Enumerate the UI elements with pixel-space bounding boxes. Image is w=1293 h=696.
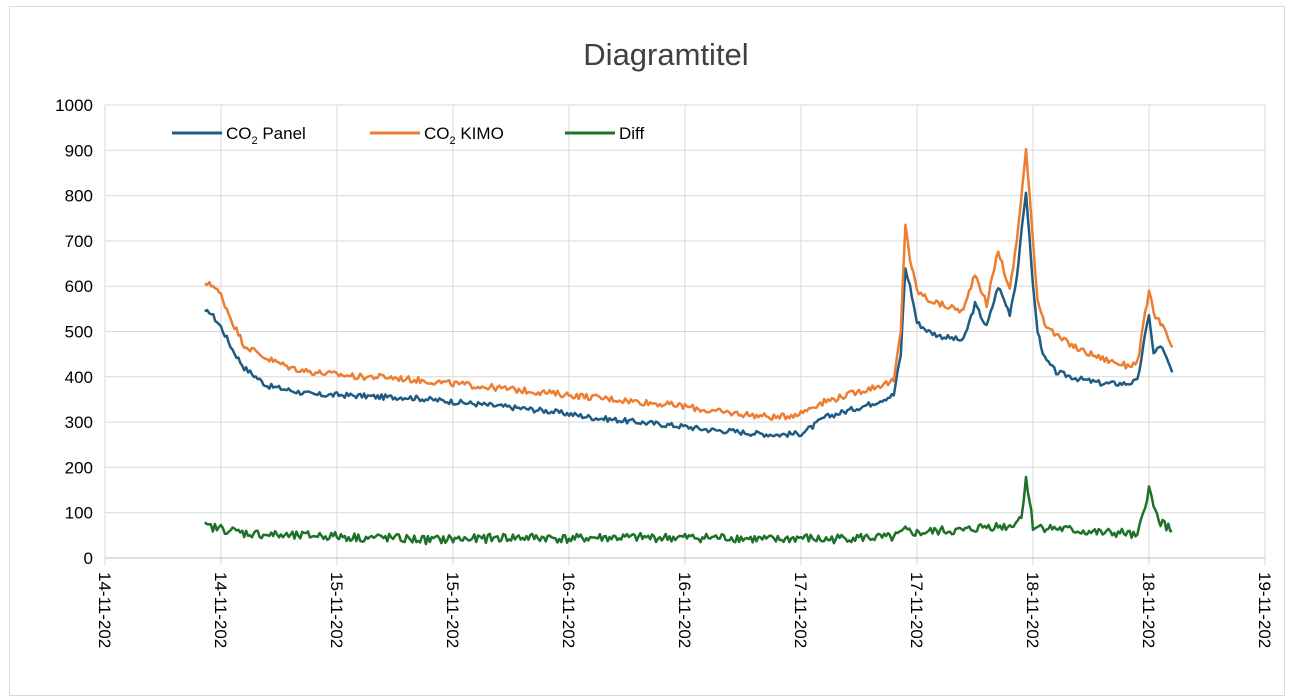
y-tick-label-0: 0	[84, 549, 93, 568]
y-tick-label-3: 300	[65, 413, 93, 432]
x-tick-label-5: 16-11-202	[675, 572, 694, 648]
chart-title: Diagramtitel	[583, 37, 748, 72]
line-chart: Diagramtitel 0 100 200 300 400 500 600 700 800 90…	[55, 37, 1274, 648]
y-tick-label-1: 100	[65, 504, 93, 523]
x-tick-label-0: 14-11-202	[95, 572, 114, 648]
x-tick-label-6: 17-11-202	[791, 572, 810, 648]
legend-label-1: CO2 KIMO	[424, 124, 504, 147]
legend-label-2: Diff	[619, 124, 644, 143]
gridlines	[104, 104, 1266, 565]
series-lines	[203, 147, 1174, 546]
y-tick-label-8: 800	[65, 187, 93, 206]
x-tick-label-10: 19-11-202	[1255, 572, 1274, 648]
y-tick-label-7: 700	[65, 232, 93, 251]
x-tick-label-4: 16-11-202	[559, 572, 578, 648]
y-tick-labels: 0 100 200 300 400 500 600 700 800 900 1000	[55, 96, 93, 568]
x-tick-label-3: 15-11-202	[443, 572, 462, 648]
series-line-diff	[203, 475, 1173, 546]
y-tick-label-4: 400	[65, 368, 93, 387]
y-tick-label-5: 500	[65, 323, 93, 342]
y-tick-label-2: 200	[65, 458, 93, 477]
legend: CO2 Panel CO2 KIMO Diff	[172, 124, 644, 147]
x-tick-label-1: 14-11-202	[211, 572, 230, 648]
y-tick-label-10: 1000	[55, 96, 93, 115]
x-tick-label-8: 18-11-202	[1023, 572, 1042, 648]
y-tick-label-6: 600	[65, 277, 93, 296]
y-tick-label-9: 900	[65, 141, 93, 160]
series-line-co2-panel	[204, 191, 1174, 438]
series-line-co2-kimo	[204, 147, 1174, 422]
x-tick-label-7: 17-11-202	[907, 572, 926, 648]
x-tick-label-2: 15-11-202	[327, 572, 346, 648]
x-tick-label-9: 18-11-202	[1139, 572, 1158, 648]
chart-area	[9, 6, 1285, 696]
x-tick-labels: 14-11-202 14-11-202 15-11-202 15-11-202 16-1…	[95, 572, 1274, 648]
legend-label-0: CO2 Panel	[226, 124, 306, 147]
